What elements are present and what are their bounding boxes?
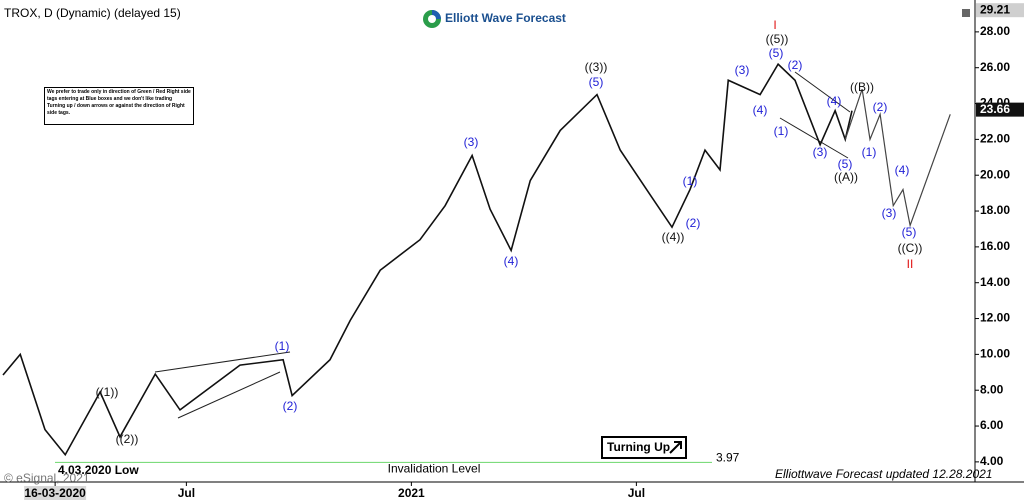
wave-label: (3) (882, 206, 897, 220)
wave-label: ((3)) (585, 60, 608, 74)
wave-label: ((4)) (662, 230, 685, 244)
wave-label: (3) (464, 135, 479, 149)
price-marker (976, 102, 1024, 117)
price-line (2, 62, 853, 457)
wave-label: I (773, 18, 776, 32)
wave-label: (5) (902, 225, 917, 239)
wave-label: II (907, 257, 914, 271)
wave-label: (4) (827, 94, 842, 108)
wave-label: (4) (895, 163, 910, 177)
y-tick-label: 26.00 (980, 60, 1010, 74)
price-marker-label: 23.66 (980, 102, 1010, 116)
footer: Elliottwave Forecast updated 12.28.2021 (775, 467, 992, 481)
turning-box (601, 436, 687, 459)
wave-label: (3) (813, 145, 828, 159)
channel-line (154, 351, 291, 373)
x-tick-label: 16-03-2020 (24, 486, 86, 500)
wave-label: (5) (838, 157, 853, 171)
wave-label: (3) (735, 63, 750, 77)
low-label: 4.03.2020 Low (58, 463, 139, 477)
wave-label: ((C)) (898, 241, 923, 255)
wave-label: (1) (275, 339, 290, 353)
channel-line (177, 371, 281, 419)
y-tick-label: 18.00 (980, 203, 1010, 217)
wave-label: (5) (589, 75, 604, 89)
invalidation-value: 3.97 (716, 451, 740, 465)
wave-label: (4) (504, 254, 519, 268)
y-tick-label: 20.00 (980, 167, 1010, 181)
turning-up: Turning Up (601, 436, 687, 459)
copyright: © eSignal, 2021 (4, 471, 90, 485)
price-marker (976, 3, 1024, 18)
note: We prefer to trade only in direction of … (44, 87, 194, 125)
x-tick-label: 2021 (398, 486, 425, 500)
wave-label: (5) (769, 46, 784, 60)
wave-label: (2) (686, 216, 701, 230)
wave-label: (2) (283, 399, 298, 413)
wave-label: (4) (753, 103, 768, 117)
wave-label: (1) (862, 145, 877, 159)
wave-label: (1) (774, 124, 789, 138)
wave-label: ((2)) (116, 432, 139, 446)
wave-label: (1) (683, 174, 698, 188)
x-tick-label: Jul (628, 486, 645, 500)
wave-label: (2) (788, 58, 803, 72)
y-tick-label: 6.00 (980, 418, 1004, 432)
logo: Elliott Wave Forecast (423, 10, 566, 28)
turning-label: Turning Up (607, 440, 670, 454)
wave-label: ((1)) (96, 385, 119, 399)
y-tick-label: 12.00 (980, 311, 1010, 325)
y-tick-label: 8.00 (980, 382, 1004, 396)
turning-arrow (669, 441, 682, 454)
logo-icon (428, 15, 436, 23)
y-tick-label: 4.00 (980, 454, 1004, 468)
y-tick-label: 22.00 (980, 132, 1010, 146)
chart-title: TROX, D (Dynamic) (delayed 15) (4, 6, 181, 20)
corner-icon (962, 9, 970, 17)
wave-label: (2) (873, 100, 888, 114)
channel-line (779, 117, 849, 159)
wave-label: ((A)) (834, 170, 858, 184)
wave-label: ((5)) (766, 32, 789, 46)
channel-line (794, 71, 851, 113)
y-tick-label: 14.00 (980, 275, 1010, 289)
x-tick-highlight (24, 486, 87, 500)
y-tick-label: 28.00 (980, 24, 1010, 38)
y-tick-label: 16.00 (980, 239, 1010, 253)
y-tick-label: 10.00 (980, 347, 1010, 361)
x-tick-label: Jul (178, 486, 195, 500)
projection-line (844, 89, 951, 228)
invalidation-label: Invalidation Level (388, 462, 481, 476)
logo-text: Elliott Wave Forecast (445, 11, 566, 25)
wave-label: ((B)) (850, 80, 874, 94)
price-marker-label: 29.21 (980, 2, 1010, 16)
